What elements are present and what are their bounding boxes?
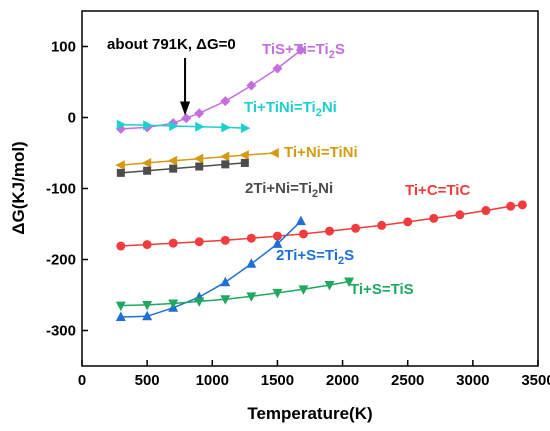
annotation-text: about 791K, ΔG=0 [107, 36, 236, 53]
data-point-ti-s-tis-4 [220, 295, 231, 305]
data-point-2ti-ni-ti2ni-0 [116, 168, 125, 177]
data-point-2ti-ni-ti2ni-5 [240, 158, 249, 167]
data-point-tis-ti-ti2s-4 [194, 108, 205, 119]
data-point-ti-c-tic-12 [429, 213, 439, 223]
x-tick-label-7: 3500 [521, 372, 550, 389]
data-point-ti-c-tic-15 [506, 201, 516, 211]
data-point-ti-c-tic-7 [298, 229, 308, 239]
data-point-ti-ni-tini-3 [193, 153, 204, 164]
x-tick-label-2: 1000 [196, 372, 229, 389]
data-point-ti-c-tic-13 [455, 210, 465, 220]
data-point-ti-c-tic-14 [481, 206, 491, 216]
data-point-ti-ni-tini-0 [115, 160, 125, 171]
data-point-2ti-ni-ti2ni-2 [169, 164, 178, 173]
data-point-ti-c-tic-11 [403, 217, 413, 227]
data-point-ti-ni-tini-5 [239, 150, 249, 161]
data-point-ti-c-tic-0 [116, 241, 126, 251]
data-point-2ti-s-ti2s-1 [142, 310, 153, 321]
y-tick-label-4: 100 [51, 39, 76, 56]
data-point-2ti-s-ti2s-6 [272, 238, 283, 248]
data-point-ti-c-tic-5 [246, 233, 256, 243]
data-point-ti-ni-tini-4 [219, 151, 230, 162]
data-point-ti-s-tis-3 [194, 297, 205, 307]
data-point-ti-tini-ti2ni-1 [143, 120, 153, 131]
y-axis-title: ΔG(KJ/mol) [9, 141, 28, 234]
series-label-2ti-ni-ti2ni: 2Ti+Ni=Ti2Ni [245, 180, 333, 200]
data-point-ti-c-tic-1 [142, 240, 152, 250]
series-line-tis-ti-ti2s [120, 49, 302, 130]
series-label-2ti-s-ti2s: 2Ti+S=Ti2S [276, 247, 354, 267]
data-point-tis-ti-ti2s-7 [272, 63, 283, 74]
series-label-tis-ti-ti2s: TiS+Ti=Ti2S [262, 41, 345, 61]
data-point-2ti-ni-ti2ni-4 [221, 160, 230, 169]
data-point-ti-s-tis-1 [142, 300, 153, 311]
data-point-ti-s-tis-0 [115, 301, 126, 312]
data-point-ti-tini-ti2ni-0 [116, 119, 127, 130]
data-point-ti-s-tis-5 [246, 292, 257, 302]
x-axis-title: Temperature(K) [247, 404, 372, 423]
data-point-2ti-s-ti2s-7 [295, 215, 306, 226]
series-line-ti-s-tis [120, 280, 350, 307]
data-point-2ti-s-ti2s-5 [246, 258, 257, 268]
data-point-ti-c-tic-4 [220, 235, 230, 245]
series-label-ti-c-tic: Ti+C=TiC [405, 182, 470, 199]
data-point-ti-s-tis-7 [298, 285, 309, 295]
data-point-ti-s-tis-2 [168, 299, 179, 310]
x-tick-label-3: 1500 [261, 372, 294, 389]
data-point-2ti-ni-ti2ni-3 [195, 162, 204, 171]
data-point-ti-ni-tini-1 [141, 157, 152, 168]
series-ti-s-tis [115, 277, 355, 312]
data-point-2ti-ni-ti2ni-1 [143, 166, 152, 175]
series-2ti-ni-ti2ni [116, 158, 249, 177]
y-tick-label-2: -100 [46, 181, 76, 198]
data-point-ti-ni-tini-2 [167, 155, 178, 166]
data-point-tis-ti-ti2s-5 [220, 96, 231, 107]
data-point-ti-c-tic-8 [325, 226, 335, 236]
series-tis-ti-ti2s [115, 45, 306, 134]
data-point-tis-ti-ti2s-6 [246, 80, 257, 91]
series-label-ti-ni-tini: Ti+Ni=TiNi [284, 144, 358, 161]
data-point-ti-c-tic-6 [272, 231, 282, 241]
data-point-2ti-s-ti2s-0 [115, 311, 126, 322]
series-label-ti-s-tis: Ti+S=TiS [350, 281, 414, 298]
data-point-tis-ti-ti2s-3 [181, 113, 192, 124]
data-point-ti-s-tis-9 [344, 277, 355, 288]
x-tick-label-1: 500 [135, 372, 160, 389]
data-point-ti-s-tis-8 [324, 281, 335, 291]
data-point-ti-s-tis-6 [272, 288, 283, 299]
data-point-ti-c-tic-2 [168, 238, 178, 248]
series-ti-tini-ti2ni [116, 119, 251, 134]
data-point-ti-c-tic-3 [194, 237, 204, 247]
x-tick-label-6: 3000 [456, 372, 489, 389]
x-tick-label-0: 0 [78, 372, 86, 389]
y-tick-label-1: -200 [46, 252, 76, 269]
data-point-ti-c-tic-10 [377, 220, 387, 230]
data-point-2ti-s-ti2s-4 [220, 276, 231, 287]
data-point-ti-tini-ti2ni-5 [240, 123, 251, 134]
series-layer [115, 45, 527, 322]
axis-ticks: 0500100015002000250030003500-300-200-100… [46, 39, 550, 390]
series-ti-c-tic [116, 200, 527, 251]
y-tick-label-0: -300 [46, 323, 76, 340]
series-ti-ni-tini [115, 148, 279, 171]
data-point-ti-tini-ti2ni-2 [169, 121, 179, 132]
series-label-ti-tini-ti2ni: Ti+TiNi=Ti2Ni [244, 99, 337, 119]
data-point-ti-c-tic-9 [351, 223, 361, 233]
data-point-ti-ni-tini-6 [269, 148, 279, 158]
data-point-ti-tini-ti2ni-3 [195, 121, 205, 132]
series-labels: TiS+Ti=Ti2S Ti+TiNi=Ti2Ni Ti+Ni=TiNi 2Ti+Ni… [244, 41, 470, 298]
x-tick-label-4: 2000 [326, 372, 359, 389]
series-2ti-s-ti2s [115, 215, 306, 322]
x-tick-label-5: 2500 [391, 372, 424, 389]
annotation-arrow-head [180, 101, 191, 116]
data-point-tis-ti-ti2s-8 [295, 45, 306, 56]
annotation: about 791K, ΔG=0 [107, 36, 236, 116]
data-point-ti-tini-ti2ni-4 [221, 122, 231, 133]
y-tick-label-3: 0 [68, 110, 76, 127]
data-point-ti-c-tic-16 [517, 200, 527, 210]
